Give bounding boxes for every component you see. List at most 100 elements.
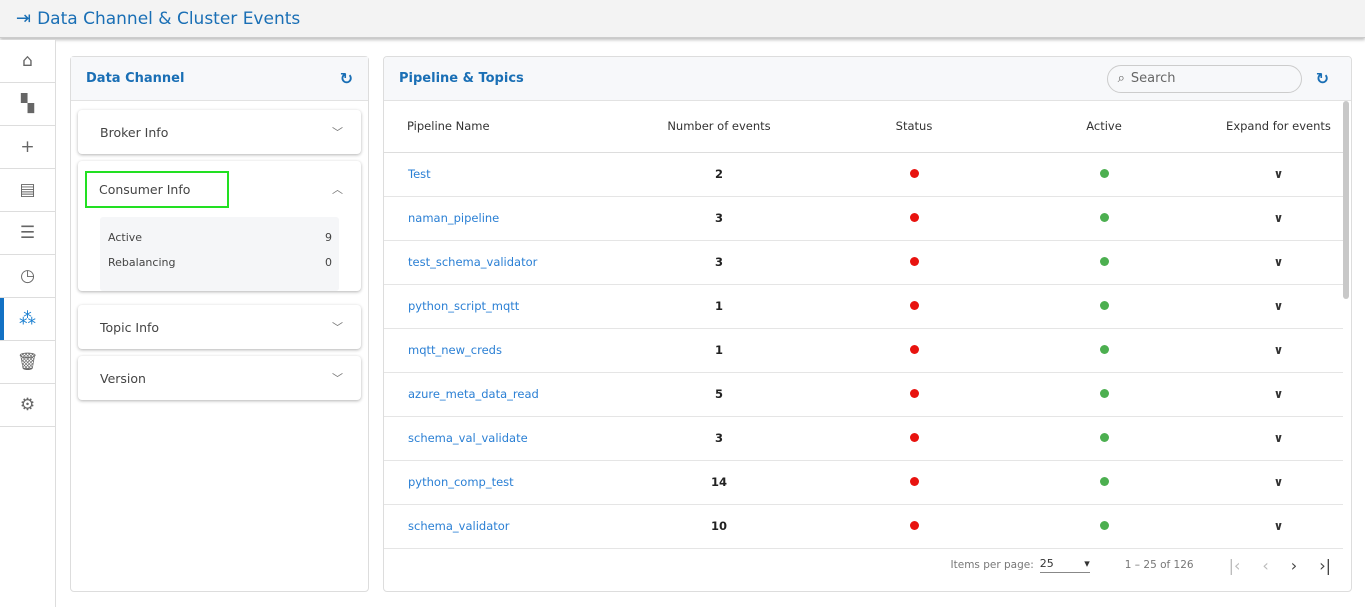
event-count: 3 (604, 240, 834, 285)
table-row: test_schema_validator 3 ∨ (384, 240, 1343, 285)
pipeline-topics-panel: Pipeline & Topics ⌕ Search ↻ Pipeline Nam… (383, 56, 1352, 592)
caret-down-icon: ▾ (1084, 557, 1090, 570)
table-row: naman_pipeline 3 ∨ (384, 196, 1343, 241)
pipeline-name-link[interactable]: test_schema_validator (384, 240, 604, 285)
chevron-down-icon: ﹀ (332, 321, 343, 334)
accordion-broker-info[interactable]: Broker Info ﹀ (78, 110, 361, 154)
scrollbar[interactable] (1343, 101, 1349, 299)
create-icon: + (20, 137, 35, 157)
expand-chevron-icon[interactable]: ∨ (1214, 460, 1343, 505)
sidebar-item-history[interactable]: ◷ (0, 255, 55, 298)
sidebar-item-list[interactable]: ☰ (0, 212, 55, 255)
column-header[interactable]: Status (834, 101, 994, 153)
status-dot (909, 521, 919, 530)
accordion-consumer-info[interactable]: Consumer Info ︿ Active 9 Rebalancing 0 (78, 161, 361, 291)
pipeline-name-link[interactable]: mqtt_new_creds (384, 328, 604, 373)
event-count: 3 (604, 416, 834, 461)
sidebar-item-trash[interactable]: 🗑 (0, 341, 55, 384)
column-header[interactable]: Number of events (604, 101, 834, 153)
previous-page-button[interactable]: ‹ (1262, 555, 1269, 575)
accordion-version[interactable]: Version ﹀ (78, 356, 361, 400)
data-channel-panel: Data Channel ↻ Broker Info ﹀ Consumer Inf… (70, 56, 369, 592)
expand-chevron-icon[interactable]: ∨ (1214, 284, 1343, 329)
accordion-title: Version (100, 370, 146, 386)
pipeline-name-link[interactable]: schema_val_validate (384, 416, 604, 461)
expand-chevron-icon[interactable]: ∨ (1214, 504, 1343, 549)
event-count: 5 (604, 372, 834, 417)
sidebar-item-home[interactable]: ⌂ (0, 40, 55, 83)
pipeline-table: Pipeline Name Number of events Status Activ… (384, 101, 1343, 549)
sidebar-item-settings[interactable]: ⚙ (0, 384, 55, 427)
trash-icon: 🗑 (16, 352, 39, 372)
status-dot (909, 169, 919, 178)
next-page-button[interactable]: › (1290, 555, 1298, 575)
app-header: ⇥ Data Channel & Cluster Events (0, 0, 1365, 38)
search-input[interactable]: ⌕ Search (1106, 64, 1302, 93)
status-dot (909, 213, 919, 222)
event-count: 10 (604, 504, 834, 549)
status-dot (909, 433, 919, 442)
sidebar-item-library[interactable]: ▤ (0, 169, 55, 212)
paginator: Items per page: 25 ▾ 1 – 25 of 126 |‹ ‹ ›… (950, 555, 1331, 575)
status-dot (909, 301, 919, 310)
refresh-icon[interactable]: ↻ (339, 69, 353, 88)
active-dot (1099, 169, 1109, 178)
sidebar-item-create[interactable]: + (0, 126, 55, 169)
list-icon: ☰ (19, 223, 36, 243)
range-label: 1 – 25 of 126 (1124, 559, 1194, 571)
active-dot (1099, 521, 1109, 530)
home-icon: ⌂ (22, 51, 33, 71)
sidebar-item-data-channel[interactable]: ⁂ (0, 298, 55, 341)
active-dot (1099, 301, 1109, 310)
table-row: mqtt_new_creds 1 ∨ (384, 328, 1343, 373)
event-count: 14 (604, 460, 834, 505)
event-count: 3 (604, 196, 834, 241)
history-icon: ◷ (20, 266, 35, 286)
chevron-down-icon: ﹀ (332, 372, 343, 385)
status-dot (909, 257, 919, 266)
accordion-topic-info[interactable]: Topic Info ﹀ (78, 305, 361, 349)
pipeline-name-link[interactable]: naman_pipeline (384, 196, 604, 241)
pipeline-name-link[interactable]: schema_validator (384, 504, 604, 549)
items-per-page-select[interactable]: 25 ▾ (1039, 557, 1090, 573)
column-header[interactable]: Expand for events (1214, 101, 1343, 153)
event-count: 2 (604, 152, 834, 197)
data-channel-icon: ⁂ (19, 309, 36, 329)
event-count: 1 (604, 328, 834, 373)
column-header[interactable]: Active (994, 101, 1214, 153)
expand-chevron-icon[interactable]: ∨ (1214, 152, 1343, 197)
table-row: python_script_mqtt 1 ∨ (384, 284, 1343, 329)
table-row: schema_validator 10 ∨ (384, 504, 1343, 549)
active-dot (1099, 213, 1109, 222)
settings-icon: ⚙ (19, 395, 36, 415)
expand-chevron-icon[interactable]: ∨ (1214, 196, 1343, 241)
page-title: Data Channel & Cluster Events (37, 8, 301, 29)
sidebar-item-dashboard[interactable]: ▚ (0, 83, 55, 126)
refresh-icon[interactable]: ↻ (1315, 69, 1329, 88)
pipeline-name-link[interactable]: python_script_mqtt (384, 284, 604, 329)
pipeline-name-link[interactable]: Test (384, 152, 604, 197)
column-header[interactable]: Pipeline Name (384, 101, 604, 153)
last-page-button[interactable]: ›| (1319, 555, 1331, 575)
library-icon: ▤ (19, 180, 36, 200)
event-count: 1 (604, 284, 834, 329)
table-row: azure_meta_data_read 5 ∨ (384, 372, 1343, 417)
consumer-info-body: Active 9 Rebalancing 0 (100, 217, 339, 291)
expand-chevron-icon[interactable]: ∨ (1214, 240, 1343, 285)
consumer-row-active: Active 9 (108, 231, 332, 244)
status-dot (909, 477, 919, 486)
panel-title: Pipeline & Topics (399, 71, 524, 86)
active-dot (1099, 477, 1109, 486)
pipeline-name-link[interactable]: azure_meta_data_read (384, 372, 604, 417)
pipeline-name-link[interactable]: python_comp_test (384, 460, 604, 505)
chevron-up-icon: ︿ (332, 183, 343, 196)
sidebar: ⌂ ▚ + ▤ ☰ ◷ ⁂ 🗑 ⚙ (0, 40, 56, 607)
search-icon: ⌕ (1117, 71, 1125, 86)
expand-chevron-icon[interactable]: ∨ (1214, 328, 1343, 373)
expand-chevron-icon[interactable]: ∨ (1214, 372, 1343, 417)
consumer-row-rebalancing: Rebalancing 0 (108, 256, 332, 269)
menu-indent-icon[interactable]: ⇥ (16, 8, 32, 29)
expand-chevron-icon[interactable]: ∨ (1214, 416, 1343, 461)
active-dot (1099, 433, 1109, 442)
first-page-button[interactable]: |‹ (1228, 555, 1241, 575)
